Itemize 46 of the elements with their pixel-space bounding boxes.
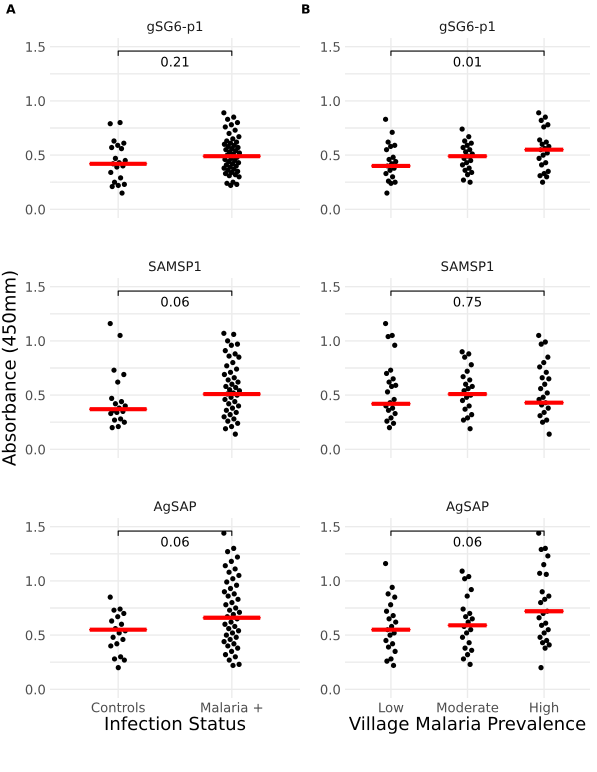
annotation: 0.06	[161, 536, 189, 547]
annotation: 0.01	[454, 56, 481, 67]
x-tick-label: Malaria +	[201, 702, 262, 712]
y-tick-label: 1.5	[321, 282, 340, 292]
x-tick-label: Low	[379, 702, 404, 712]
chart-title: AgSAP	[154, 501, 196, 514]
y-tick-label: 0.5	[26, 630, 45, 640]
y-tick-label: 0.0	[320, 204, 340, 215]
x-tick-label: Controls	[92, 702, 145, 712]
annotation: 0.06	[161, 296, 189, 307]
y-tick-label: 0.0	[26, 204, 45, 215]
chart-title: SAMSP1	[441, 261, 494, 272]
y-tick-label: 0.5	[320, 150, 340, 160]
annotation: 0.06	[454, 536, 482, 547]
x-axis-title: Infection Status	[106, 716, 246, 730]
y-tick-label: 1.0	[321, 96, 340, 106]
annotation: 0.21	[161, 56, 188, 67]
y-tick-label: 0.5	[320, 390, 340, 400]
y-tick-label: 1.5	[321, 522, 340, 532]
y-tick-label: 0.5	[26, 150, 45, 160]
y-tick-label: 1.0	[26, 336, 45, 346]
y-axis-title: Absorbance (450mm)	[2, 271, 18, 466]
y-tick-label: 0.5	[26, 390, 45, 400]
y-tick-label: 0.0	[320, 444, 340, 455]
y-tick-label: 1.5	[26, 522, 45, 532]
y-tick-label: 1.0	[321, 336, 340, 346]
x-tick-label: High	[530, 702, 558, 715]
chart-title: gSG6-p1	[147, 21, 202, 34]
chart-title: SAMSP1	[148, 261, 201, 272]
y-tick-label: 1.0	[321, 576, 340, 586]
y-tick-label: 1.0	[26, 96, 45, 106]
y-tick-label: 0.5	[320, 630, 340, 640]
text: A	[6, 4, 16, 14]
chart-title: gSG6-p1	[440, 21, 495, 34]
y-tick-label: 0.0	[320, 684, 340, 695]
annotation: 0.75	[454, 296, 482, 307]
y-tick-label: 1.0	[26, 576, 45, 586]
x-axis-title: Village Malaria Prevalence	[348, 716, 586, 734]
text: B	[302, 4, 310, 14]
y-tick-label: 1.5	[321, 42, 340, 52]
chart-title: AgSAP	[446, 501, 489, 514]
y-tick-label: 1.5	[26, 282, 45, 292]
y-tick-label: 0.0	[26, 444, 45, 455]
y-tick-label: 1.5	[26, 42, 45, 52]
x-tick-label: Moderate	[437, 702, 498, 712]
y-tick-label: 0.0	[26, 684, 45, 695]
